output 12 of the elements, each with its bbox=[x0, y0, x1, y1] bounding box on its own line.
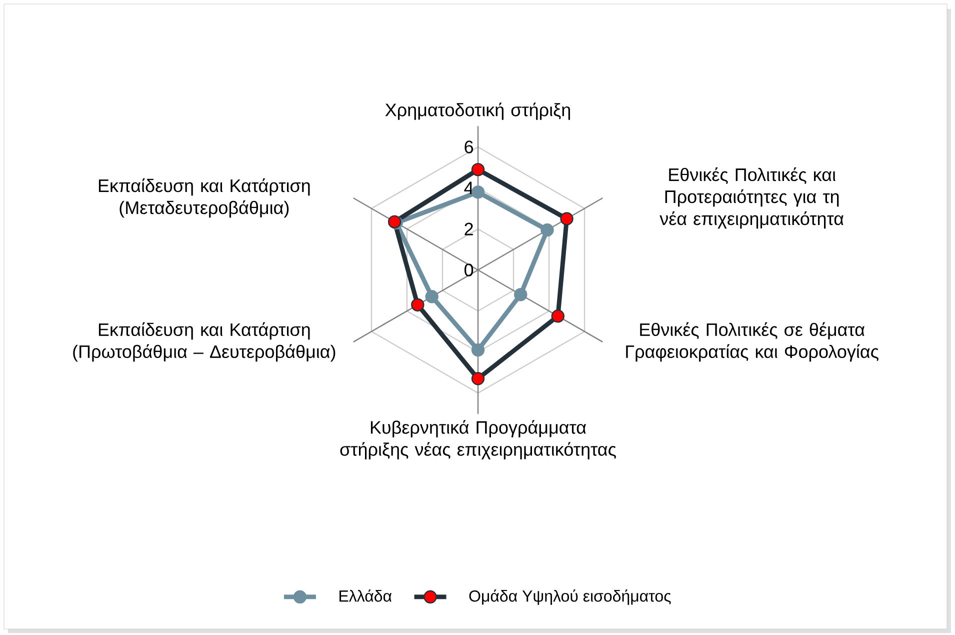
spoke-label: Χρηματοδοτική στήριξη bbox=[385, 102, 570, 120]
legend-label: Ομάδα Υψηλού εισοδήματος bbox=[469, 590, 671, 605]
y-tick-label: 2 bbox=[464, 222, 473, 236]
spoke-label: Εθνικές Πολιτικές σε θέματα Γραφειοκρατίας και Φορολογίας bbox=[626, 322, 878, 362]
spoke-label: Εθνικές Πολιτικές και Προτεραιότητες για τη νέα επιχειρηματικότητα bbox=[660, 167, 844, 229]
spoke-label: Κυβερνητικά Προγράμματα στήριξης νέας επιχειρηματικότητας bbox=[340, 420, 616, 460]
spoke-label: Εκπαίδευση και Κατάρτιση (Μεταδευτεροβάθμια) bbox=[98, 178, 310, 218]
spoke-label: Εκπαίδευση και Κατάρτιση (Πρωτοβάθμια – Δευτεροβάθμια) bbox=[73, 322, 336, 362]
y-tick-label: 6 bbox=[464, 140, 474, 154]
legend-label: Ελλάδα bbox=[340, 590, 392, 602]
y-tick-label: 0 bbox=[464, 264, 474, 276]
y-tick-label: 4 bbox=[464, 182, 474, 194]
